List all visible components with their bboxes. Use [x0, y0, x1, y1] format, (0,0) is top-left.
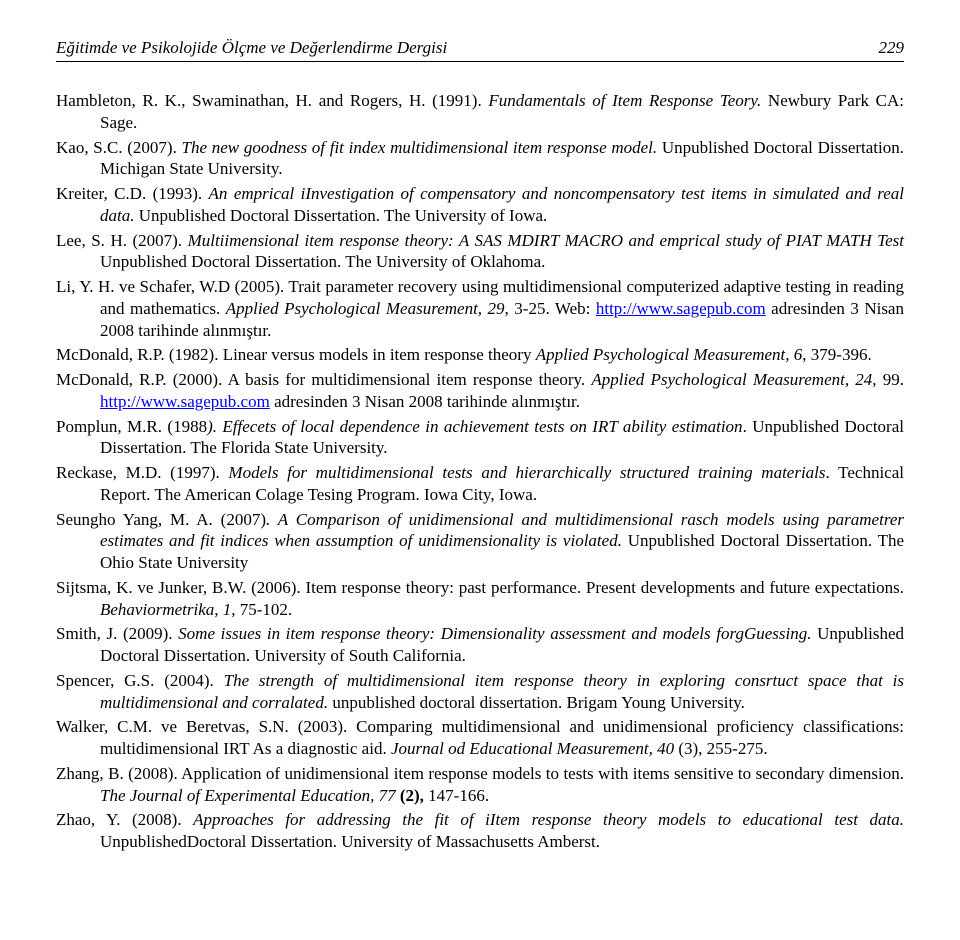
ref-text: Sijtsma, K. ve Junker, B.W. (2006). Item…	[56, 578, 904, 597]
ref-bold: (2),	[400, 786, 424, 805]
ref-text: Kao, S.C. (2007).	[56, 138, 182, 157]
ref-title: ). Effecets of local dependence in achie…	[207, 417, 742, 436]
ref-title: Multiimensional item response theory: A …	[188, 231, 904, 250]
reference-item: Zhang, B. (2008). Application of unidime…	[56, 763, 904, 807]
ref-rest: adresinden 3 Nisan 2008 tarihinde alınmı…	[270, 392, 580, 411]
reference-item: Sijtsma, K. ve Junker, B.W. (2006). Item…	[56, 577, 904, 621]
ref-text: Hambleton, R. K., Swaminathan, H. and Ro…	[56, 91, 488, 110]
reference-item: Smith, J. (2009). Some issues in item re…	[56, 623, 904, 667]
ref-rest: Unpublished Doctoral Dissertation. The U…	[134, 206, 547, 225]
ref-link[interactable]: http://www.sagepub.com	[100, 392, 270, 411]
ref-title: Behaviormetrika, 1,	[100, 600, 236, 619]
ref-text: Zhao, Y. (2008).	[56, 810, 193, 829]
ref-rest: UnpublishedDoctoral Dissertation. Univer…	[100, 832, 600, 851]
ref-rest: 147-166.	[424, 786, 489, 805]
ref-text: Reckase, M.D. (1997).	[56, 463, 228, 482]
ref-title: Models for multidimensional tests and hi…	[228, 463, 825, 482]
reference-item: Hambleton, R. K., Swaminathan, H. and Ro…	[56, 90, 904, 134]
reference-item: McDonald, R.P. (1982). Linear versus mod…	[56, 344, 904, 366]
reference-item: Pomplun, M.R. (1988). Effecets of local …	[56, 416, 904, 460]
ref-title: Some issues in item response theory: Dim…	[178, 624, 811, 643]
reference-item: Lee, S. H. (2007). Multiimensional item …	[56, 230, 904, 274]
ref-title: Fundamentals of Item Response Teory.	[488, 91, 761, 110]
reference-item: Spencer, G.S. (2004). The strength of mu…	[56, 670, 904, 714]
ref-rest: Unpublished Doctoral Dissertation. The U…	[100, 252, 545, 271]
ref-link[interactable]: http://www.sagepub.com	[596, 299, 766, 318]
ref-rest: , 379-396.	[802, 345, 871, 364]
reference-item: Li, Y. H. ve Schafer, W.D (2005). Trait …	[56, 276, 904, 341]
reference-item: Kreiter, C.D. (1993). An emprical iInves…	[56, 183, 904, 227]
journal-title: Eğitimde ve Psikolojide Ölçme ve Değerle…	[56, 38, 447, 58]
ref-text: Smith, J. (2009).	[56, 624, 178, 643]
running-header: Eğitimde ve Psikolojide Ölçme ve Değerle…	[56, 38, 904, 62]
ref-text: Pomplun, M.R. (1988	[56, 417, 207, 436]
reference-item: Zhao, Y. (2008). Approaches for addressi…	[56, 809, 904, 853]
ref-title: The new goodness of fit index multidimen…	[182, 138, 658, 157]
ref-text: Kreiter, C.D. (1993).	[56, 184, 209, 203]
ref-title: Journal od Educational Measurement, 40	[391, 739, 674, 758]
ref-title: The Journal of Experimental Education, 7…	[100, 786, 400, 805]
reference-item: Reckase, M.D. (1997). Models for multidi…	[56, 462, 904, 506]
ref-rest: unpublished doctoral dissertation. Briga…	[328, 693, 745, 712]
ref-title: Applied Psychological Measurement, 24	[591, 370, 872, 389]
ref-title: Applied Psychological Measurement, 29	[226, 299, 505, 318]
ref-title: Applied Psychological Measurement, 6	[536, 345, 803, 364]
reference-item: Walker, C.M. ve Beretvas, S.N. (2003). C…	[56, 716, 904, 760]
ref-rest: , 99.	[872, 370, 904, 389]
ref-text: Zhang, B. (2008). Application of unidime…	[56, 764, 904, 783]
page: Eğitimde ve Psikolojide Ölçme ve Değerle…	[0, 0, 960, 896]
reference-item: Kao, S.C. (2007). The new goodness of fi…	[56, 137, 904, 181]
ref-text: Seungho Yang, M. A. (2007)	[56, 510, 266, 529]
ref-rest: (3), 255-275.	[674, 739, 767, 758]
reference-item: McDonald, R.P. (2000). A basis for multi…	[56, 369, 904, 413]
ref-rest: 75-102.	[236, 600, 293, 619]
ref-title: Approaches for addressing the fit of iIt…	[193, 810, 904, 829]
ref-text: Lee, S. H. (2007).	[56, 231, 188, 250]
ref-text: McDonald, R.P. (2000). A basis for multi…	[56, 370, 591, 389]
ref-text: Spencer, G.S. (2004).	[56, 671, 224, 690]
reference-item: Seungho Yang, M. A. (2007). A Comparison…	[56, 509, 904, 574]
ref-rest: , 3-25. Web:	[505, 299, 596, 318]
ref-text: McDonald, R.P. (1982). Linear versus mod…	[56, 345, 536, 364]
page-number: 229	[879, 38, 905, 58]
